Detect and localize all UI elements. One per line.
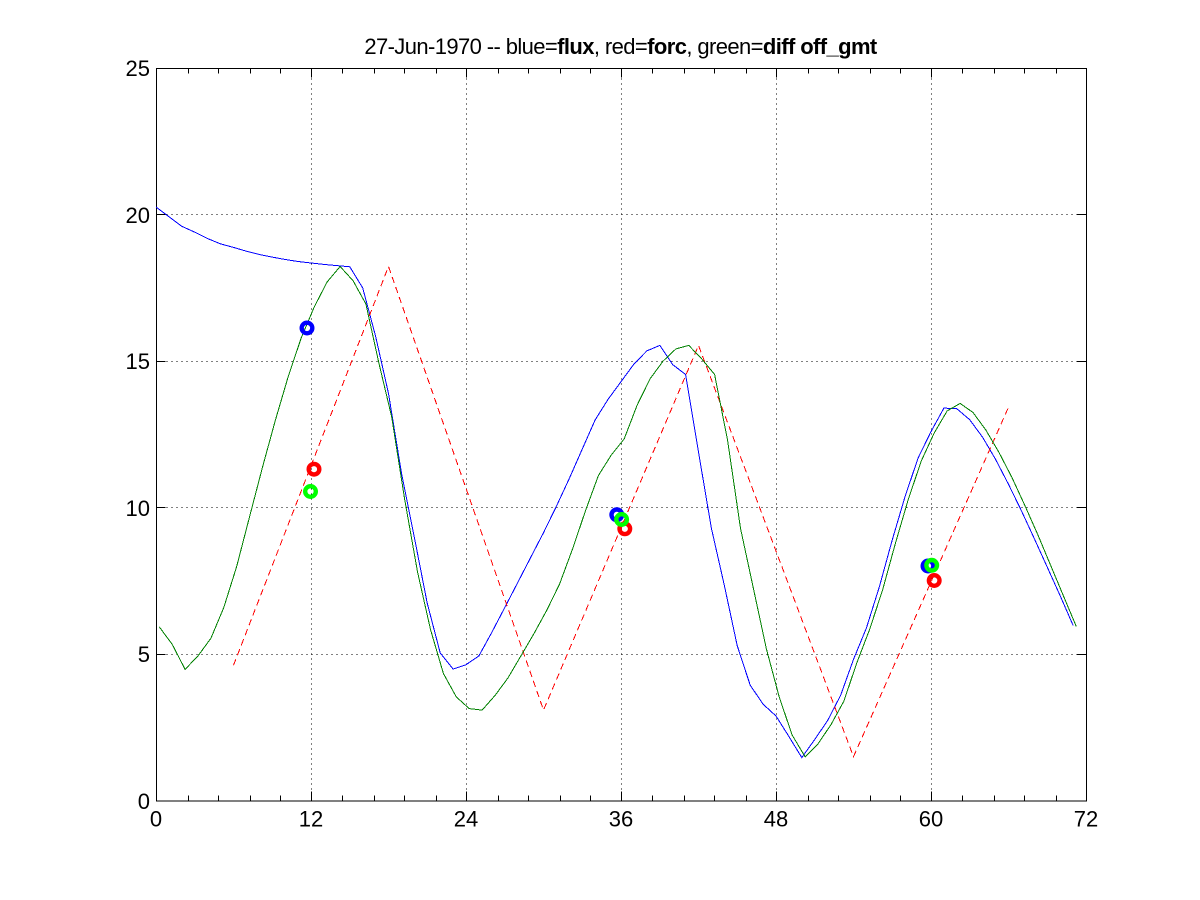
svg-text:20: 20 — [126, 203, 150, 228]
svg-text:27-Jun-1970 -- blue=flux, red=: 27-Jun-1970 -- blue=flux, red=forc, gree… — [364, 34, 878, 59]
svg-text:10: 10 — [126, 496, 150, 521]
svg-text:60: 60 — [919, 807, 943, 832]
svg-text:72: 72 — [1074, 807, 1098, 832]
svg-text:24: 24 — [454, 807, 478, 832]
svg-text:0: 0 — [150, 807, 162, 832]
svg-text:48: 48 — [764, 807, 788, 832]
svg-text:12: 12 — [299, 807, 323, 832]
svg-text:25: 25 — [126, 56, 150, 81]
svg-text:15: 15 — [126, 349, 150, 374]
svg-text:0: 0 — [138, 789, 150, 814]
svg-text:5: 5 — [138, 642, 150, 667]
svg-text:36: 36 — [609, 807, 633, 832]
